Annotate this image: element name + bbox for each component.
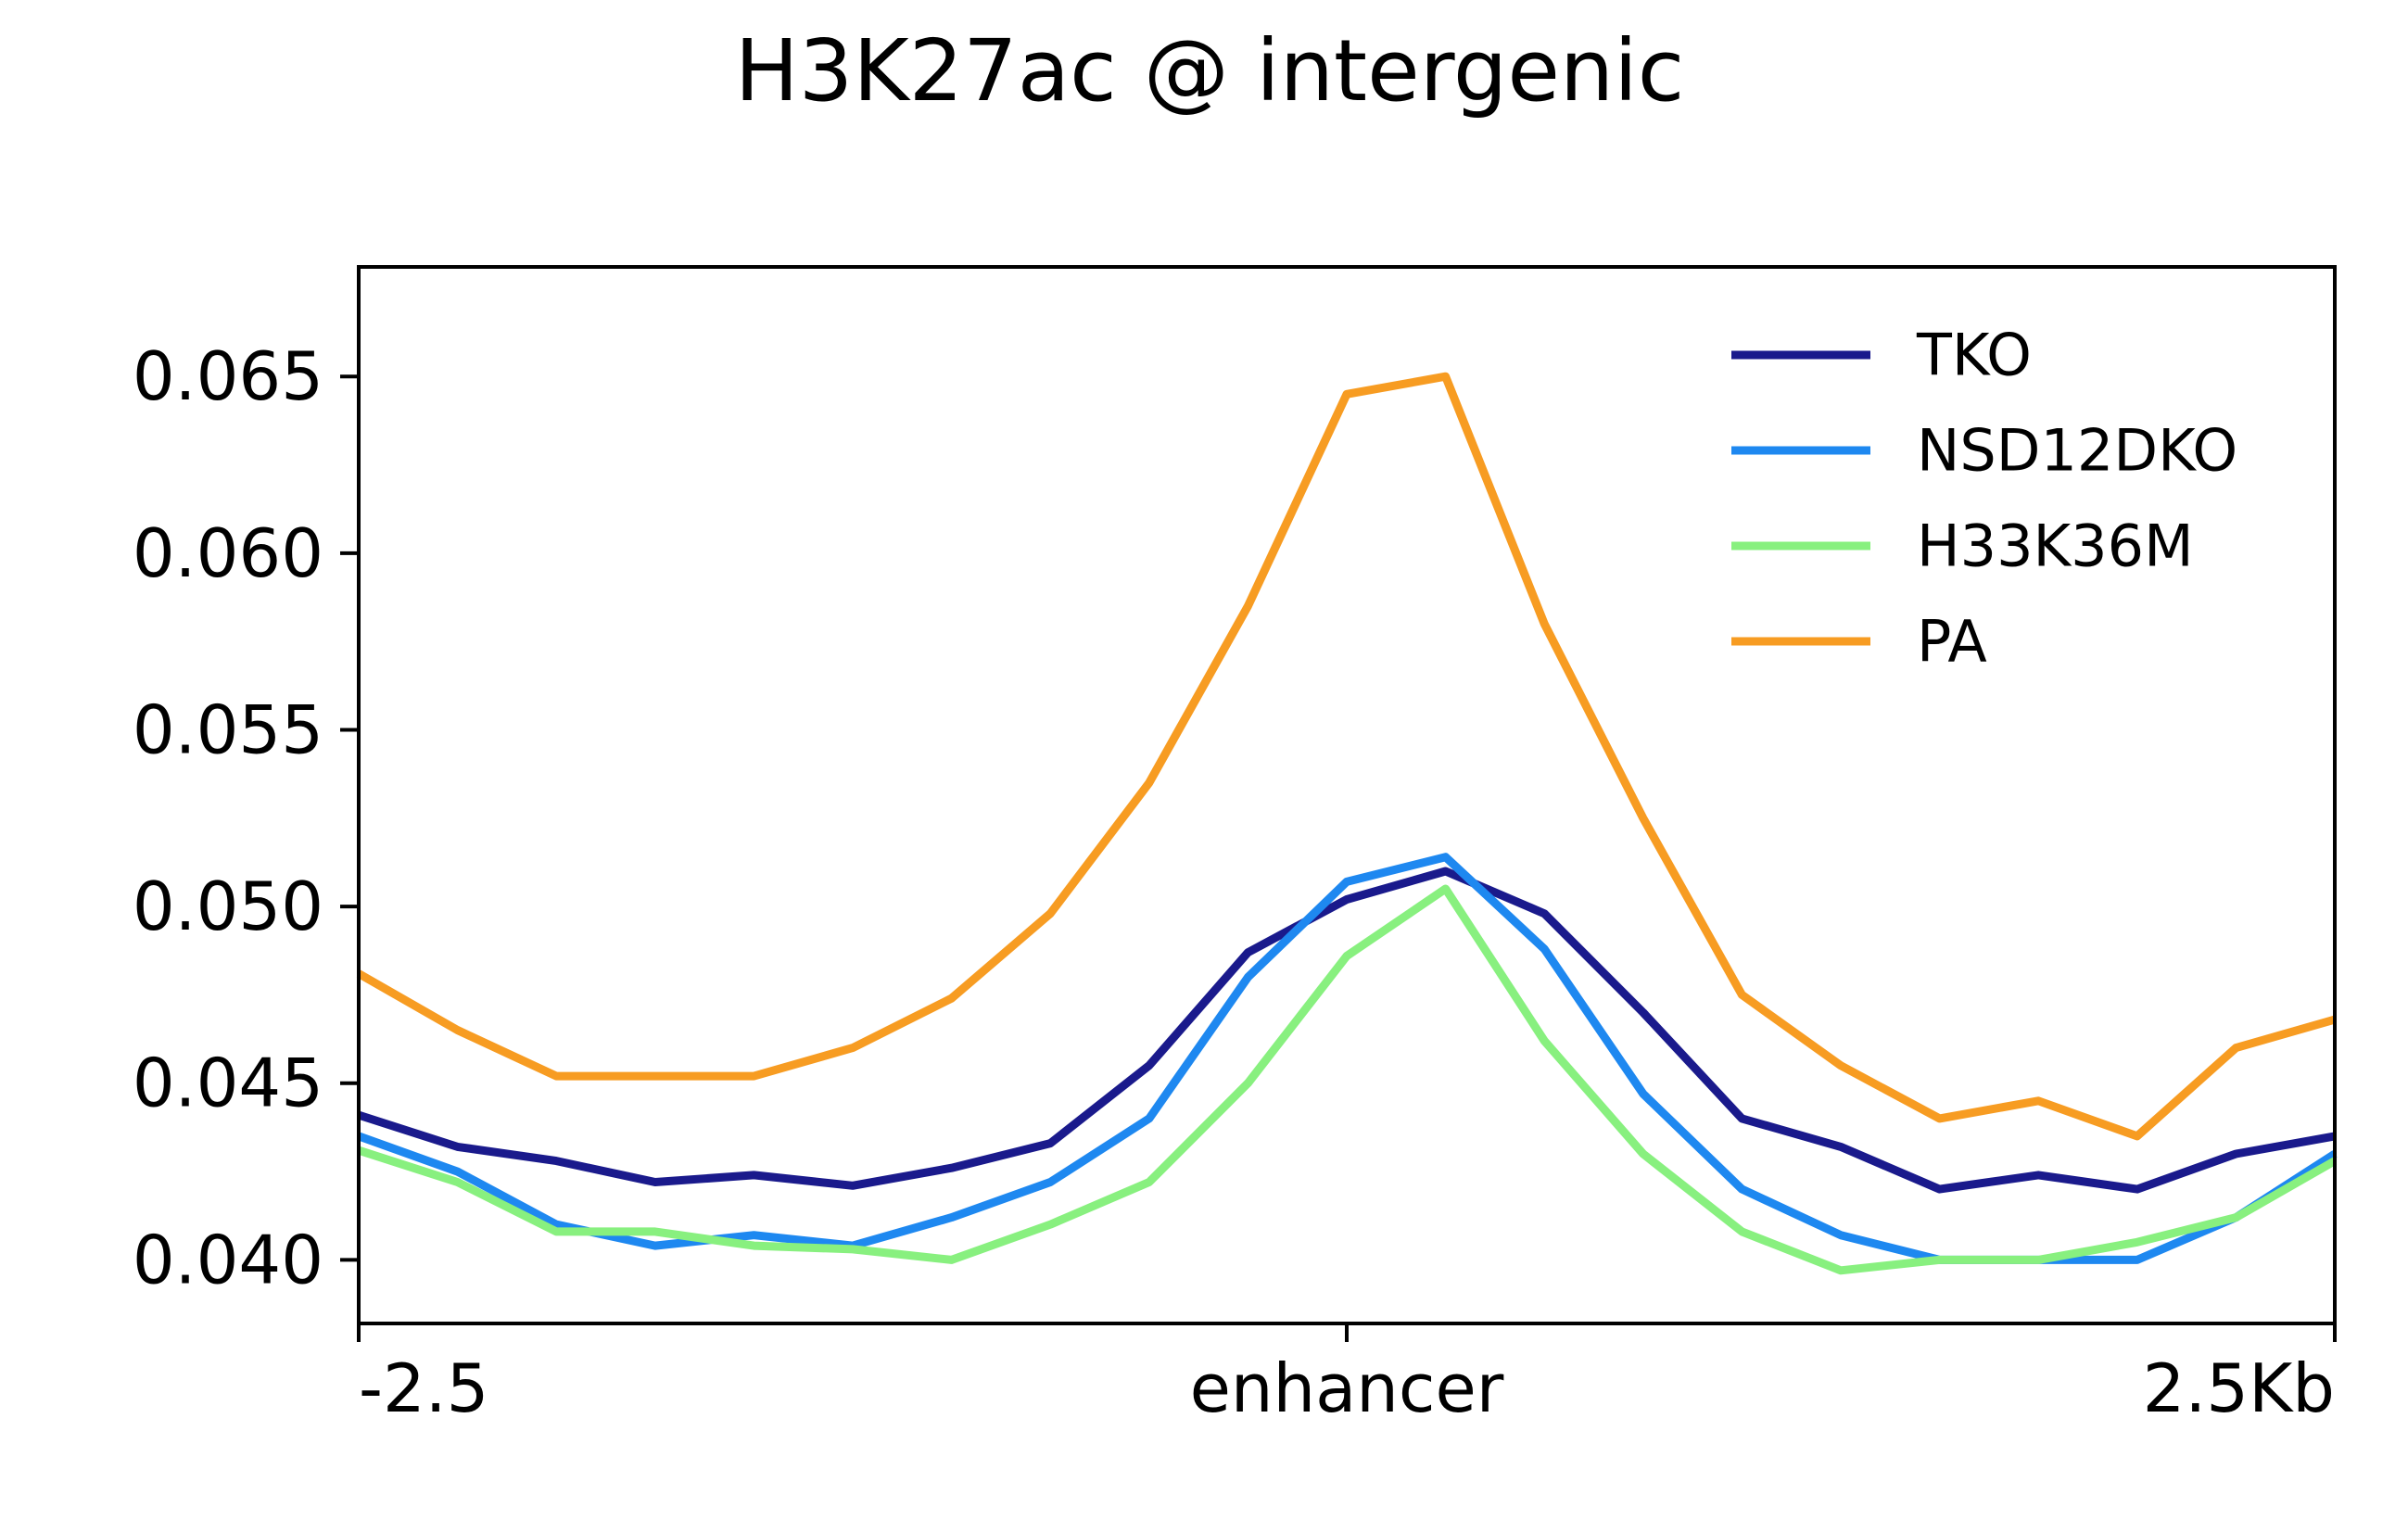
x-tick-label: enhancer (1190, 1349, 1504, 1427)
legend: TKO NSD12DKO H33K36M PA (1731, 322, 2237, 676)
x-tick-label: 2.5Kb (2143, 1349, 2335, 1427)
x-axis: -2.5 enhancer 2.5Kb (357, 1323, 2337, 1427)
series-line-pa (356, 372, 2337, 1141)
series-line-h33k36m (357, 884, 2338, 1275)
y-tick-label: 0.055 (133, 690, 323, 768)
y-tick-label: 0.045 (133, 1045, 323, 1122)
legend-label-tko: TKO (1916, 322, 2032, 389)
legend-label-nsd12dko: NSD12DKO (1917, 417, 2237, 485)
x-tick-label: -2.5 (359, 1349, 488, 1427)
y-tick-label: 0.065 (133, 337, 323, 415)
chart-title: H3K27ac @ intergenic (735, 21, 1685, 120)
y-tick-label: 0.040 (133, 1221, 323, 1298)
y-tick-label: 0.060 (133, 514, 323, 592)
y-axis: 0.040 0.045 0.050 0.055 0.060 0.065 (133, 337, 359, 1298)
legend-label-pa: PA (1917, 608, 1987, 676)
legend-label-h33k36m: H33K36M (1917, 513, 2194, 580)
series-line-tko (357, 867, 2336, 1194)
series-line-nsd12dko (357, 853, 2338, 1264)
y-tick-label: 0.050 (133, 867, 323, 945)
plot-lines (356, 372, 2338, 1275)
